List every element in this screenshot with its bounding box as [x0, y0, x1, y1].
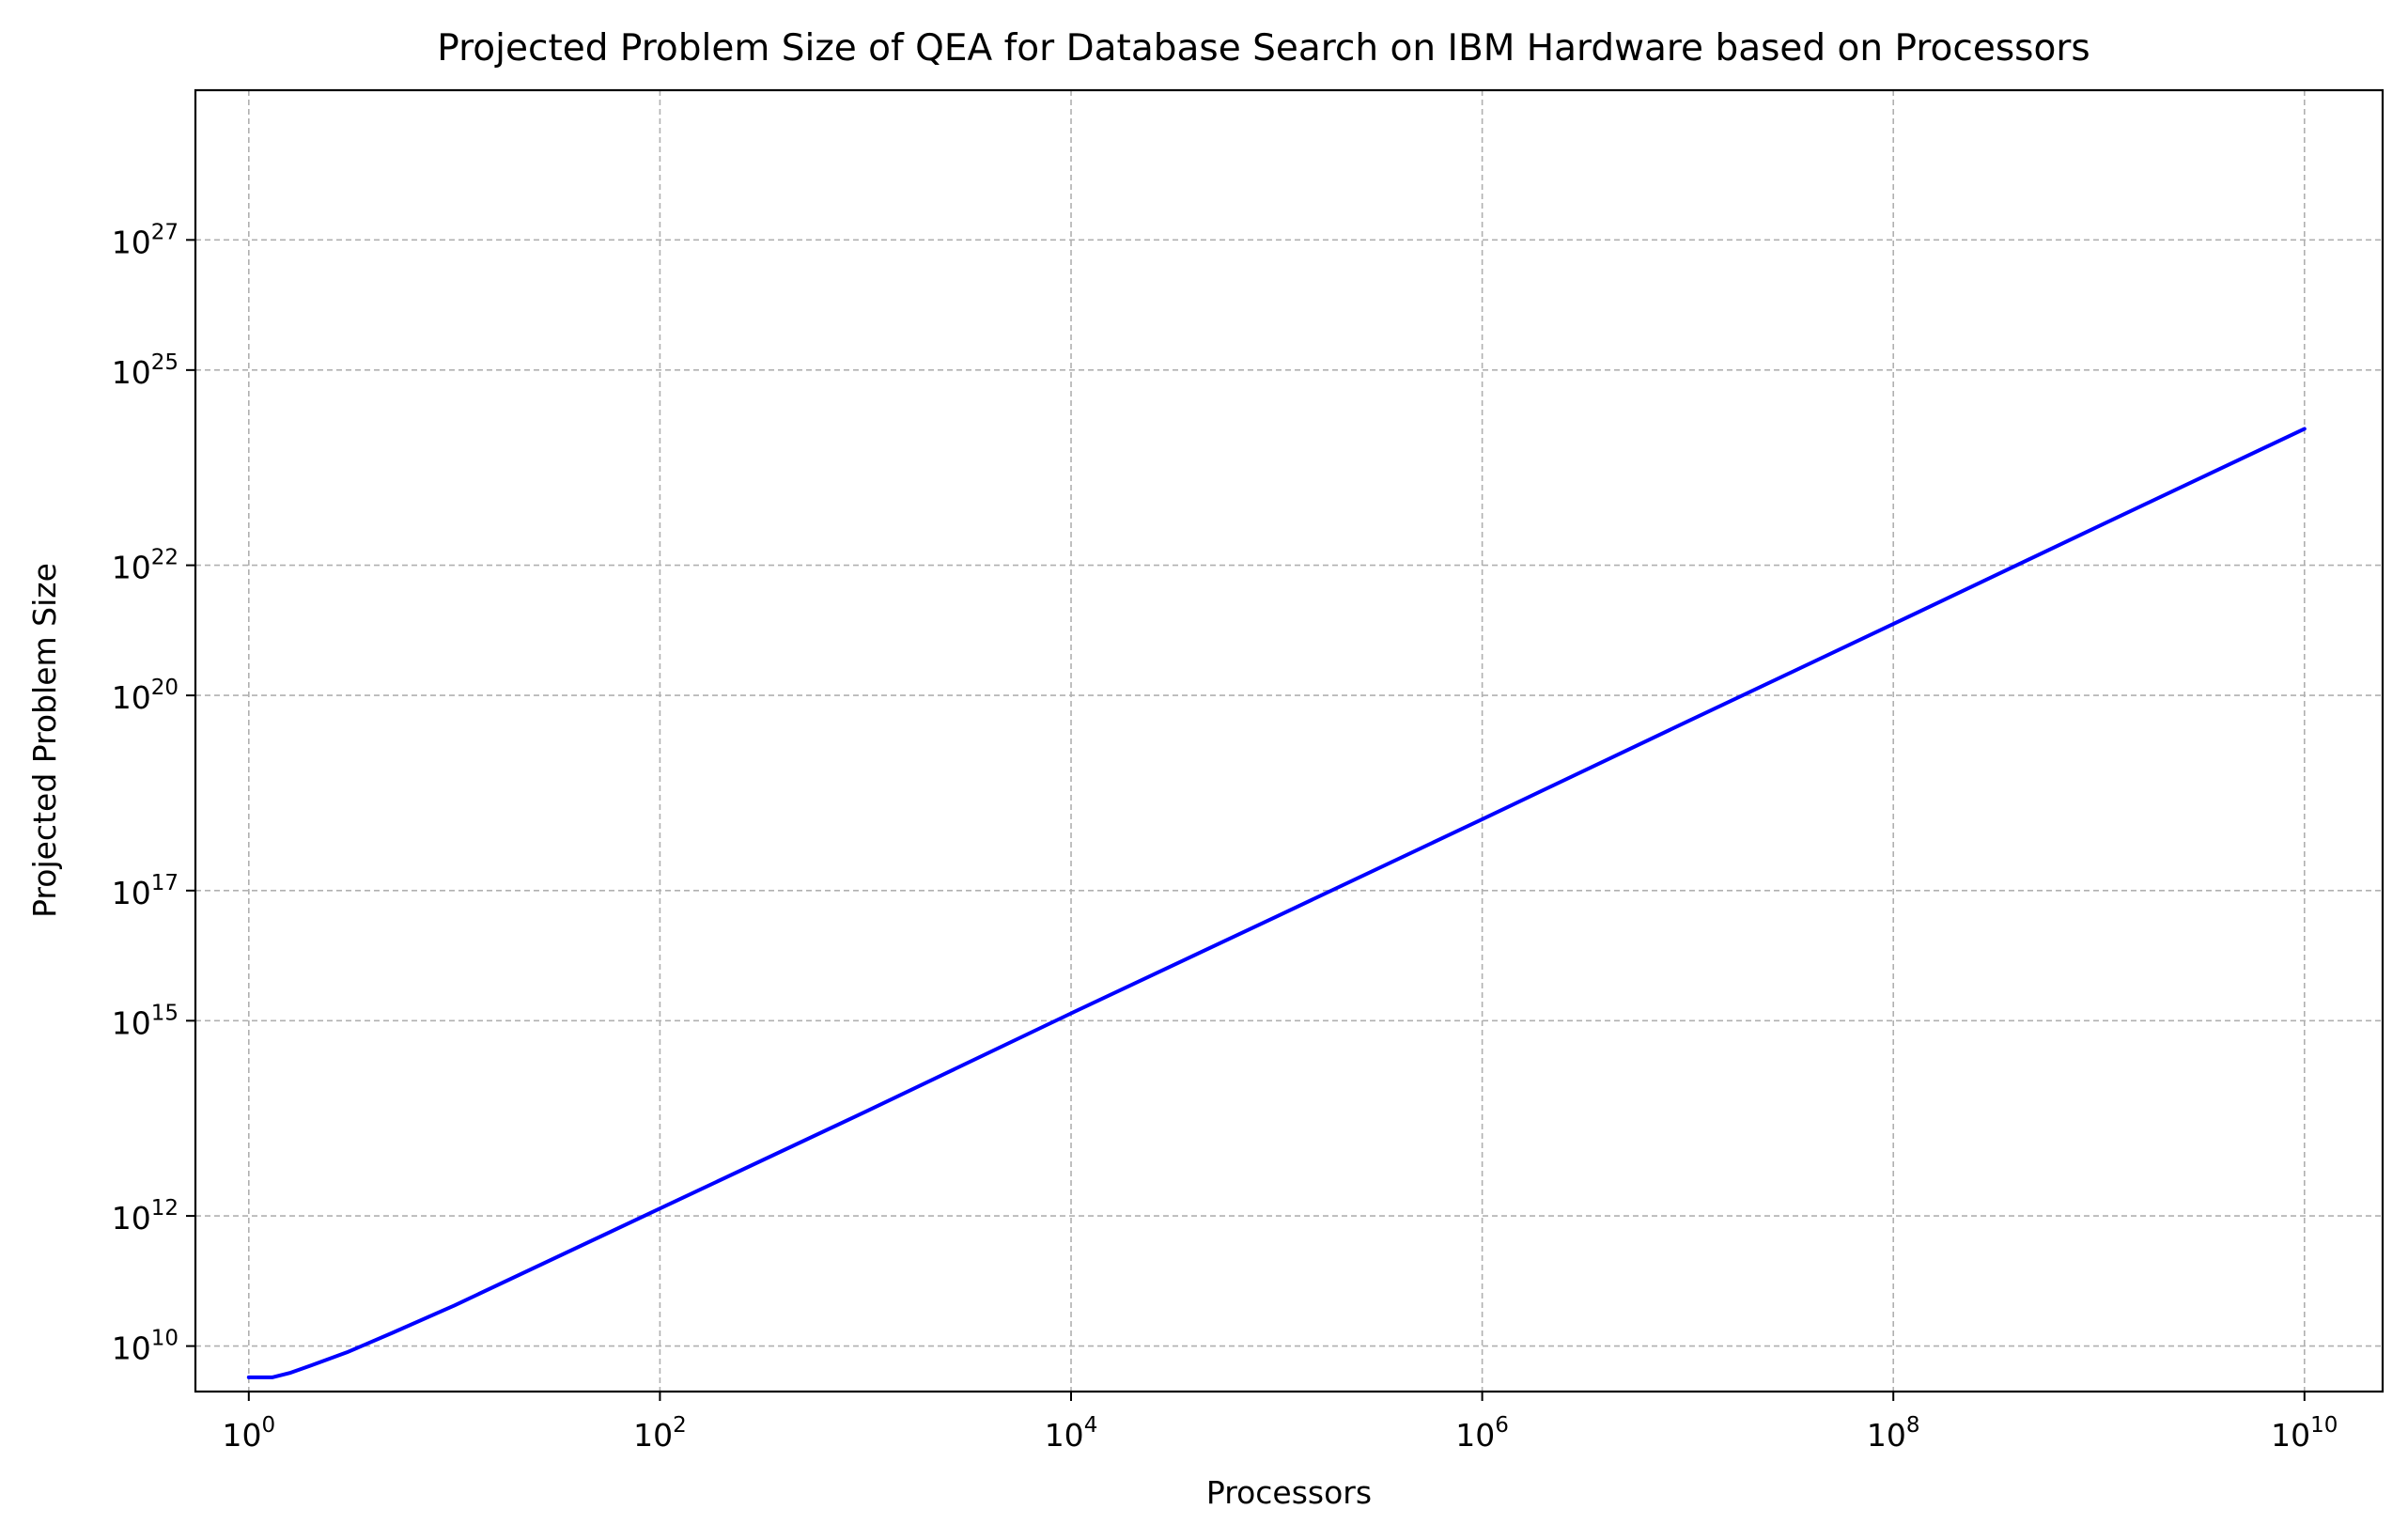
x-tick-label-exponent: 10 [2310, 1413, 2338, 1438]
x-tick-label: 1010 [2271, 1413, 2338, 1454]
y-tick-label-base: 10 [112, 679, 151, 716]
x-tick-label: 106 [1455, 1413, 1509, 1454]
x-tick-label-base: 10 [2271, 1417, 2310, 1454]
x-tick-label-exponent: 0 [261, 1413, 275, 1438]
y-tick-label-exponent: 22 [151, 546, 179, 570]
x-tick-label: 108 [1867, 1413, 1920, 1454]
y-tick-label-exponent: 12 [151, 1196, 179, 1221]
x-tick-label-base: 10 [1455, 1417, 1495, 1454]
y-tick-label-base: 10 [112, 550, 151, 586]
x-axis-label: Processors [1206, 1474, 1372, 1511]
y-tick-label: 1012 [112, 1196, 179, 1237]
y-tick-label-base: 10 [112, 1330, 151, 1367]
x-tick-label: 104 [1045, 1413, 1098, 1454]
x-tick-label-base: 10 [1867, 1417, 1906, 1454]
x-tick-label-base: 10 [222, 1417, 261, 1454]
y-tick-label-exponent: 17 [151, 871, 179, 895]
y-tick-label-exponent: 25 [151, 350, 179, 375]
y-tick-label-base: 10 [112, 1004, 151, 1041]
y-tick-label: 1015 [112, 1001, 179, 1041]
y-tick-label: 1025 [112, 350, 179, 391]
x-tick-label-exponent: 6 [1495, 1413, 1509, 1438]
y-tick-label-exponent: 20 [151, 676, 179, 700]
x-tick-label-exponent: 4 [1084, 1413, 1098, 1438]
x-tick-label-exponent: 8 [1906, 1413, 1920, 1438]
x-tick-label: 100 [222, 1413, 275, 1454]
y-tick-label: 1017 [112, 871, 179, 911]
y-tick-label-base: 10 [112, 1200, 151, 1237]
x-tick-label-base: 10 [633, 1417, 673, 1454]
chart-title: Projected Problem Size of QEA for Databa… [437, 27, 2090, 70]
y-tick-label: 1020 [112, 676, 179, 716]
y-tick-label-exponent: 15 [151, 1001, 179, 1025]
x-tick-label: 102 [633, 1413, 687, 1454]
y-tick-label: 1022 [112, 546, 179, 586]
axis-ticks: 100 102 104 106 108 1010101010121015101710201… [112, 220, 2338, 1454]
series-line-0 [246, 427, 2307, 1379]
y-tick-label: 1010 [112, 1327, 179, 1367]
x-tick-label-exponent: 2 [673, 1413, 687, 1438]
y-tick-label-base: 10 [112, 354, 151, 391]
y-axis-label: Projected Problem Size [26, 563, 63, 918]
y-tick-label-exponent: 27 [151, 220, 179, 244]
plot-frame [194, 88, 2385, 1393]
y-tick-label-base: 10 [112, 224, 151, 260]
y-tick-label-base: 10 [112, 875, 151, 911]
y-tick-label-exponent: 10 [151, 1327, 179, 1351]
series-layer [246, 427, 2307, 1379]
x-tick-label-base: 10 [1045, 1417, 1084, 1454]
y-tick-label: 1027 [112, 220, 179, 260]
